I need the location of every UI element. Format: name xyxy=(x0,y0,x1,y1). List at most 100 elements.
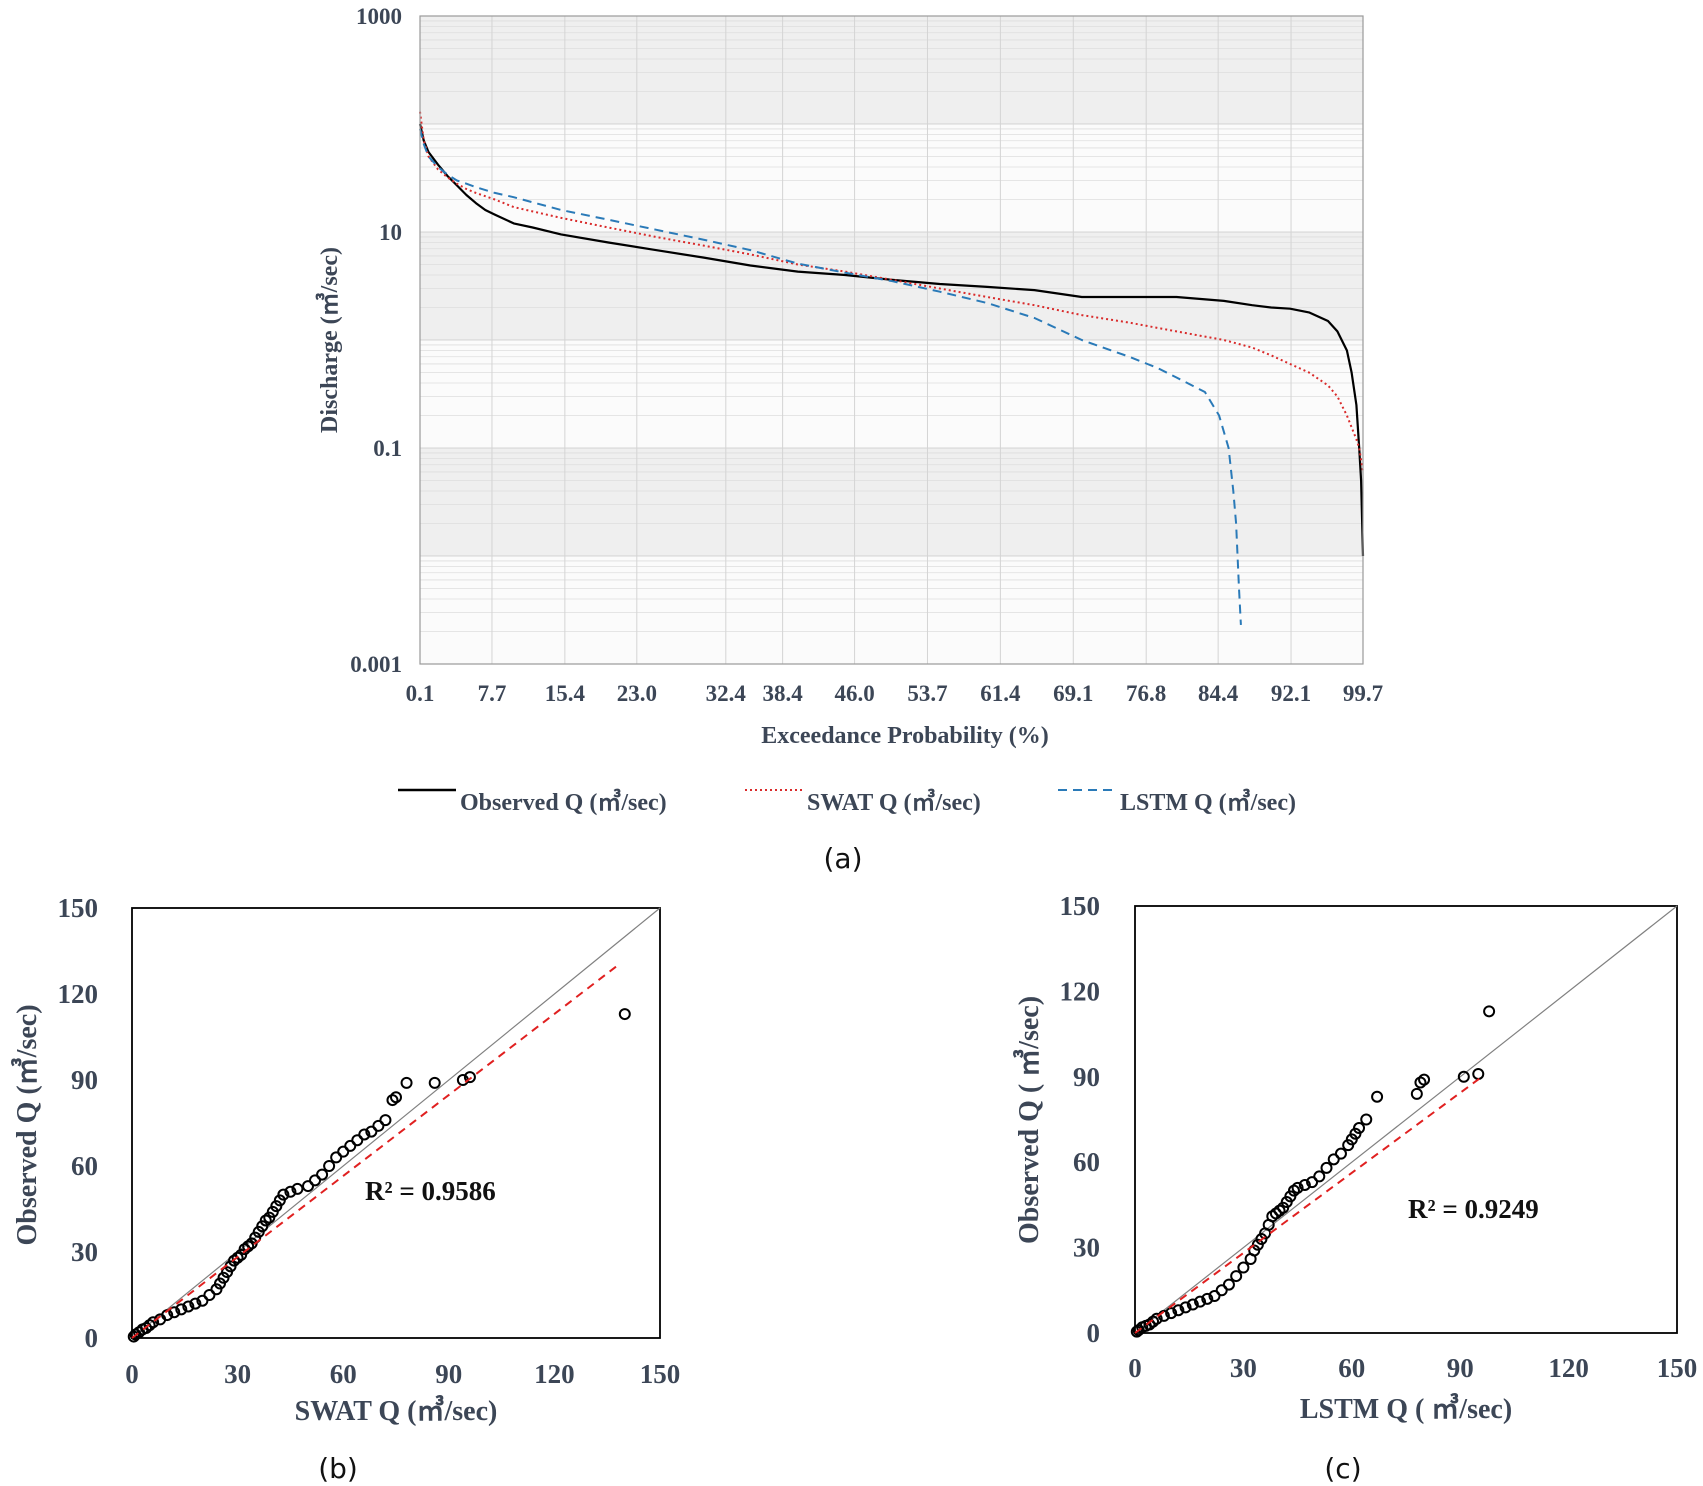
data-point xyxy=(1179,1301,1192,1314)
data-point xyxy=(284,1185,297,1198)
x-axis-label: Exceedance Probability (%) xyxy=(761,723,1049,749)
data-point xyxy=(228,1254,241,1267)
x-tick-label: 30 xyxy=(224,1359,251,1389)
data-point xyxy=(344,1139,357,1152)
data-point xyxy=(182,1300,195,1313)
minor-gridlines xyxy=(420,20,1363,665)
y-tick-label: 120 xyxy=(58,979,99,1009)
y-tick-label: 120 xyxy=(1060,976,1101,1006)
data-point xyxy=(1353,1122,1366,1135)
data-point xyxy=(1201,1292,1214,1305)
data-point xyxy=(1483,1005,1496,1018)
y-tick-label: 1000 xyxy=(356,4,402,29)
trend-line xyxy=(131,964,619,1339)
data-point xyxy=(428,1076,441,1089)
data-point xyxy=(1418,1073,1431,1086)
legend-label: LSTM Q (㎥/sec) xyxy=(1120,788,1296,816)
decade-band xyxy=(420,124,1363,232)
y-tick-label: 60 xyxy=(1073,1147,1100,1177)
panel-label-c: (c) xyxy=(1324,1452,1361,1485)
r-squared-annotation: R² = 0.9249 xyxy=(1408,1194,1539,1224)
x-tick-label: 60 xyxy=(330,1359,357,1389)
legend-label: Observed Q (㎥/sec) xyxy=(460,788,667,816)
y-axis-label: Observed Q ( ㎥/sec) xyxy=(1012,996,1045,1244)
data-point xyxy=(1360,1113,1373,1126)
data-point xyxy=(1457,1070,1470,1083)
y-tick-label: 0.001 xyxy=(350,652,402,677)
x-tick-label: 76.8 xyxy=(1126,681,1166,706)
reference-line xyxy=(131,907,661,1339)
y-axis-label: Discharge (㎥/sec) xyxy=(315,247,343,433)
y-axis-label: Observed Q (㎥/sec) xyxy=(10,1004,43,1245)
data-point xyxy=(337,1145,350,1158)
trend-line xyxy=(1134,1075,1483,1334)
x-tick-label: 99.7 xyxy=(1343,681,1383,706)
panel-label-b: (b) xyxy=(318,1452,358,1485)
data-point xyxy=(231,1251,244,1264)
data-point xyxy=(1172,1304,1185,1317)
series-line xyxy=(419,128,1242,625)
data-point xyxy=(618,1008,631,1021)
x-tick-label: 30 xyxy=(1230,1353,1257,1383)
x-tick-label: 7.7 xyxy=(478,681,507,706)
data-point xyxy=(351,1134,364,1147)
x-tick-label: 150 xyxy=(1657,1353,1698,1383)
reference-line xyxy=(1134,905,1678,1334)
x-tick-label: 23.0 xyxy=(617,681,657,706)
data-point xyxy=(316,1168,329,1181)
data-point xyxy=(1410,1087,1423,1100)
data-point xyxy=(1165,1307,1178,1320)
x-axis-label: SWAT Q (㎥/sec) xyxy=(295,1394,498,1427)
data-point xyxy=(1186,1298,1199,1311)
data-point xyxy=(1298,1178,1311,1191)
plot-frame xyxy=(419,15,1364,665)
decade-band xyxy=(420,232,1363,340)
decade-band xyxy=(420,556,1363,664)
data-point xyxy=(1237,1261,1250,1274)
data-point xyxy=(302,1180,314,1193)
panel-label-a: (a) xyxy=(823,842,862,875)
data-point xyxy=(1313,1170,1326,1183)
data-point xyxy=(203,1289,216,1301)
data-point xyxy=(168,1306,181,1319)
x-tick-label: 46.0 xyxy=(834,681,874,706)
data-point xyxy=(1334,1147,1347,1160)
y-tick-label: 150 xyxy=(58,893,99,923)
y-tick-label: 30 xyxy=(1073,1233,1100,1263)
data-point xyxy=(259,1214,272,1227)
data-point xyxy=(1194,1295,1207,1308)
data-point xyxy=(463,1071,476,1084)
y-tick-label: 60 xyxy=(71,1151,98,1181)
data-point xyxy=(140,1321,153,1334)
legend: Observed Q (㎥/sec) SWAT Q (㎥/sec) LSTM Q (… xyxy=(398,788,1296,816)
legend-label: SWAT Q (㎥/sec) xyxy=(807,788,981,816)
data-point xyxy=(358,1128,371,1141)
x-tick-label: 90 xyxy=(1447,1353,1474,1383)
data-point xyxy=(330,1151,343,1164)
data-point xyxy=(277,1188,290,1201)
decade-band xyxy=(420,448,1363,556)
data-point xyxy=(291,1182,304,1195)
x-tick-label: 0.1 xyxy=(406,681,435,706)
series-lines xyxy=(418,111,1365,625)
x-tick-label: 120 xyxy=(534,1359,575,1389)
data-point xyxy=(379,1114,392,1127)
x-tick-label: 0 xyxy=(125,1359,139,1389)
data-point xyxy=(400,1076,413,1089)
data-point xyxy=(1320,1161,1333,1174)
y-tick-label: 90 xyxy=(71,1065,98,1095)
data-point xyxy=(1208,1289,1221,1302)
data-point xyxy=(1306,1176,1319,1189)
data-point xyxy=(196,1294,209,1307)
data-point xyxy=(238,1243,251,1256)
x-axis-label: LSTM Q ( ㎥/sec) xyxy=(1300,1392,1512,1425)
x-tick-label: 92.1 xyxy=(1271,681,1311,706)
series-line xyxy=(418,123,1365,557)
y-tick-label: 0.1 xyxy=(373,436,402,461)
data-point xyxy=(365,1125,378,1138)
x-tick-label: 90 xyxy=(435,1359,462,1389)
y-tick-labels: 1000 10 0.1 0.001 xyxy=(350,4,402,677)
y-tick-label: 0 xyxy=(85,1323,99,1353)
